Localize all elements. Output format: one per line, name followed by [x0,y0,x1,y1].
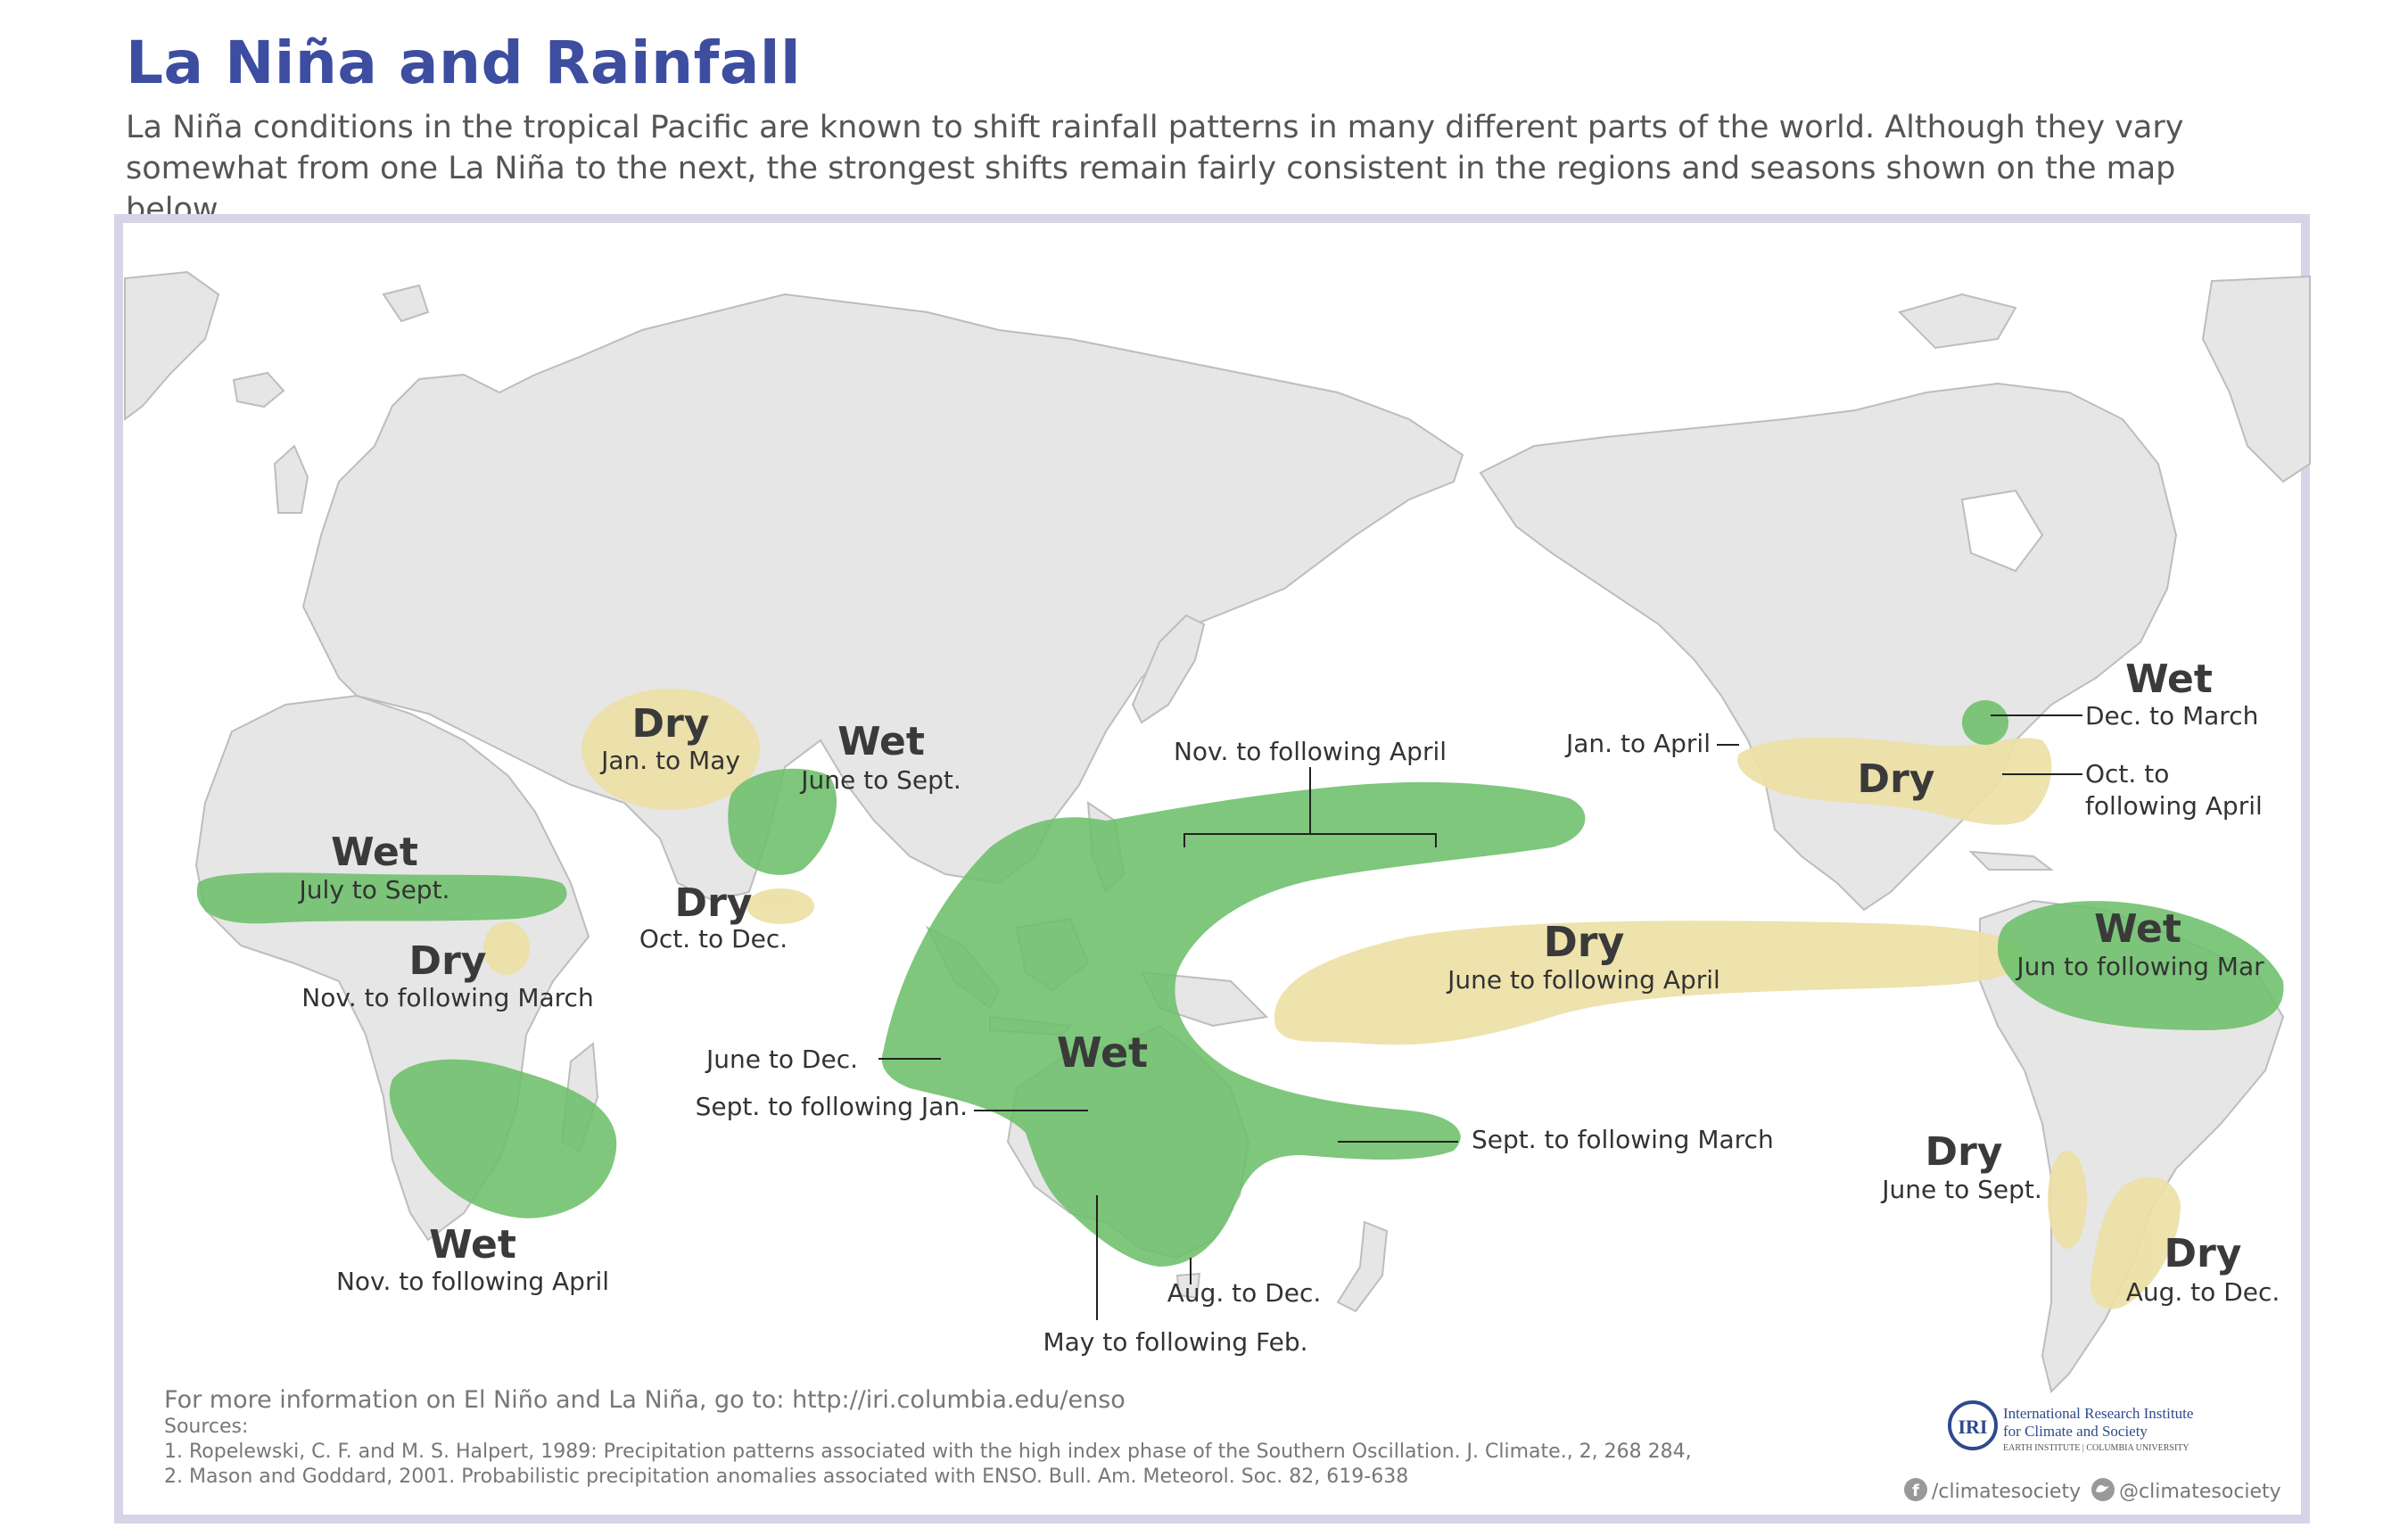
iceland [232,371,285,409]
label-indonesia-season: June to Dec. [705,1045,858,1074]
label-west-africa-kind: Wet [331,830,418,875]
source-2: 2. Mason and Goddard, 2001. Probabilisti… [164,1466,1408,1488]
footer: For more information on El Niño and La N… [164,1386,2281,1503]
dry-southeast-south-america [2091,1177,2181,1309]
label-sri-lanka-kind: Dry [675,880,753,926]
label-southern-us-west-season: Jan. to April [1564,729,1711,758]
wet-indo-australia [881,781,1586,1267]
svalbard [382,284,430,323]
new-zealand [1336,1220,1389,1313]
source-1: 1. Ropelewski, C. F. and M. S. Halpert, … [164,1441,1692,1463]
label-chile-kind: Dry [1926,1129,2003,1175]
label-central-pacific-season: June to following April [1446,965,1720,995]
label-indo-australia-kind: Wet [1057,1028,1148,1077]
dry-middle-east [581,689,760,810]
japan [1131,614,1206,724]
wet-ohio-valley [1962,700,2008,745]
cuba [1968,850,2054,871]
dry-sri-lanka [746,888,814,924]
facebook-handle[interactable]: /climatesociety [1932,1481,2081,1503]
org-name-line1: International Research Institute [2003,1405,2193,1422]
label-east-africa-season: Nov. to following March [301,983,593,1012]
tasmania [1175,1272,1201,1300]
label-east-australia-season: Sept. to following March [1472,1125,1774,1154]
wet-west-africa [196,872,567,924]
leader-lines [878,714,2082,1320]
label-east-africa-kind: Dry [409,938,487,984]
wet-southern-africa [389,1059,617,1218]
dry-regions [483,689,2181,1309]
wet-india [728,768,837,875]
label-middle-east-kind: Dry [632,701,710,747]
label-southern-africa-season: Nov. to following April [336,1267,609,1296]
wet-northern-south-america [1998,901,2284,1030]
facebook-icon[interactable] [1904,1478,1927,1501]
greenland-east [2201,275,2311,483]
label-central-pacific-kind: Dry [1544,918,1625,966]
org-name-line2: for Climate and Society [2003,1423,2148,1440]
label-southeast-australia-season: Aug. to Dec. [1167,1278,1322,1308]
label-central-australia-season: May to following Feb. [1043,1327,1307,1357]
page-title: La Niña and Rainfall [126,29,802,97]
british-isles [273,444,309,514]
label-northern-south-america-kind: Wet [2094,906,2181,952]
facebook-icon-glyph: f [1912,1482,1919,1500]
label-southern-us-east-season-line2: following April [2085,791,2263,821]
greenland-west [124,270,220,421]
label-ohio-valley-kind: Wet [2125,657,2213,702]
more-info-link[interactable]: For more information on El Niño and La N… [164,1386,1126,1414]
label-southern-us-east-season-text: Oct. to [2085,759,2169,789]
label-southern-us-east-season: Oct. to following April [2085,759,2263,821]
dry-chile [2048,1151,2087,1249]
wet-regions [196,700,2284,1267]
label-india-season: June to Sept. [799,765,961,795]
hudson-bay [1960,489,2044,573]
page-subtitle: La Niña conditions in the tropical Pacif… [126,110,2184,227]
sources-label: Sources: [164,1416,248,1438]
label-southeast-south-america-season: Aug. to Dec. [2126,1277,2280,1307]
dry-east-africa [483,921,530,975]
label-north-australia-season: Sept. to following Jan. [696,1092,968,1121]
arctic-islands [1898,293,2017,350]
twitter-bird-icon [2096,1484,2109,1493]
north-america [1479,382,2178,912]
label-northern-south-america-season: Jun to following Mar [2015,952,2264,981]
iri-logo-text: IRI [1958,1416,1987,1438]
twitter-handle[interactable]: @climatesociety [2119,1481,2281,1503]
label-west-pacific-season: Nov. to following April [1174,737,1447,766]
label-southern-us-kind: Dry [1858,756,1935,802]
label-southern-africa-kind: Wet [429,1222,516,1268]
dry-southern-us [1737,737,2052,825]
dry-central-pacific [1274,921,2025,1045]
label-west-africa-season: July to Sept. [298,875,450,904]
region-labels: Dry Jan. to May Wet June to Sept. Wet Ju… [298,657,2280,1357]
label-middle-east-season: Jan. to May [599,746,740,775]
label-sri-lanka-season: Oct. to Dec. [639,924,788,954]
label-southeast-south-america-kind: Dry [2165,1231,2242,1276]
iri-logo-icon [1948,1400,1998,1450]
org-name-line3: EARTH INSTITUTE | COLUMBIA UNIVERSITY [2003,1443,2189,1453]
label-india-kind: Wet [837,719,925,764]
label-ohio-valley-season: Dec. to March [2085,701,2258,731]
label-chile-season: June to Sept. [1880,1175,2042,1204]
